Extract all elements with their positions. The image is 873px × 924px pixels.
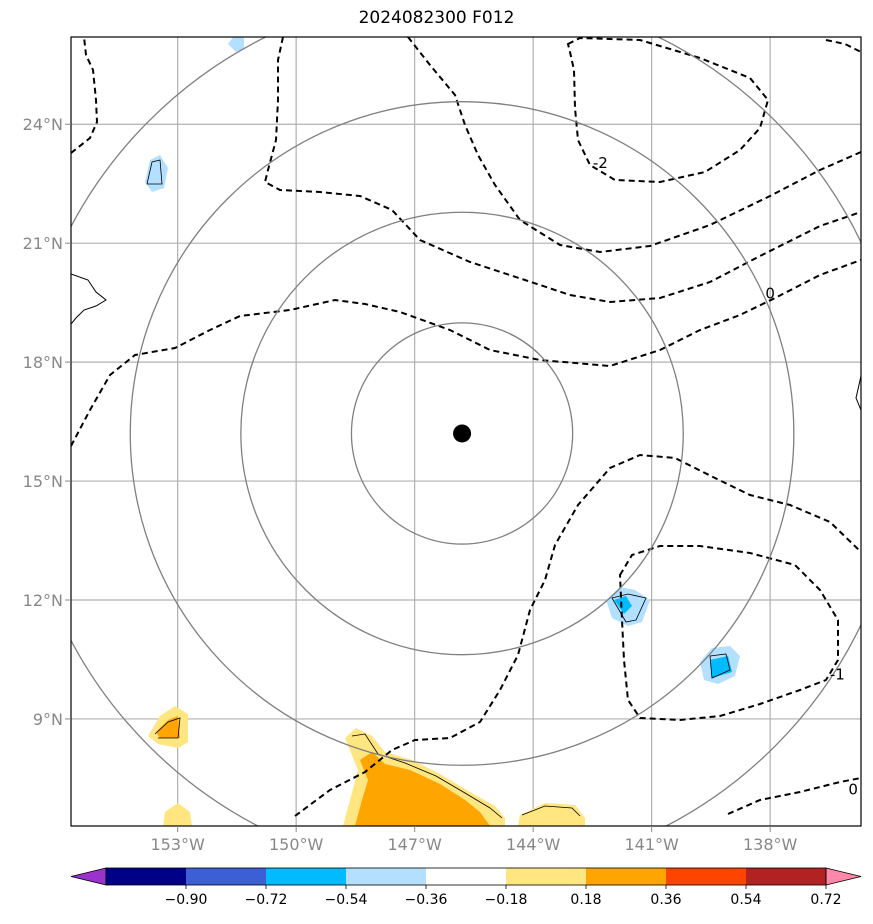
colorbar-label-1: −0.72 [245,892,288,908]
outline-1 [351,733,503,819]
map-plot-area: -2 0 -1 0 [71,37,861,826]
colorbar-label-2: −0.54 [325,892,368,908]
contour-label-1: 0 [765,285,775,303]
positive-anomaly-small-2 [163,803,192,826]
contour-f [71,259,861,447]
lat-tick-label-5: 24°N [23,115,63,134]
contour-i [727,777,861,815]
lon-tick-label-4: 141°W [624,835,679,854]
positive-anomaly-small [518,803,585,826]
contour-h [618,545,839,722]
colorbar-bin-2 [266,868,347,885]
graticule [71,37,861,826]
colorbar-label-6: 0.36 [650,892,681,908]
map-title: 2024082300 F012 [358,8,515,28]
colorbar-bin-7 [666,868,747,885]
lon-tick-label-5: 138°W [743,835,798,854]
negative-anomaly-4 [228,37,244,52]
colorbar-label-3: −0.36 [405,892,448,908]
colorbar-bin-1 [186,868,267,885]
contour-c [407,37,861,254]
colorbar-bin-6 [586,868,667,885]
lat-tick-label-0: 9°N [33,710,63,729]
contour-labels: -2 0 -1 0 [593,154,858,798]
colorbar-label-4: −0.18 [485,892,528,908]
range-ring-3 [129,101,795,766]
colorbar-bin-8 [746,868,827,885]
outline-3 [611,593,647,623]
contour-e [825,39,861,53]
plot-frame [70,36,862,827]
coast-outline-west [71,273,107,325]
contour-label-2: -1 [830,665,845,683]
lat-tick-label-4: 21°N [23,234,63,253]
negative-anomaly-1-core [614,596,632,614]
contour-d [566,37,770,184]
range-rings [71,37,861,826]
outline-4 [709,653,731,679]
range-ring-1 [350,322,574,545]
colorbar-extend-high [825,867,862,886]
colorbar-extend-low [70,867,107,886]
storm-center-marker [453,424,472,443]
negative-anomaly-2-core [710,656,732,678]
longitude-ticks: 153°W 150°W 147°W 144°W 141°W 138°W [150,826,798,854]
outline-2 [154,717,181,739]
lat-tick-label-3: 18°N [23,353,63,372]
positive-anomaly-strong [355,752,490,826]
dashed-contours [71,37,861,817]
lon-tick-label-1: 150°W [269,835,324,854]
lon-tick-label-3: 144°W [506,835,561,854]
outline-5 [146,159,163,185]
colorbar-label-7: 0.54 [730,892,761,908]
contour-label-3: 0 [848,780,858,798]
colorbar-label-8: 0.72 [810,892,841,908]
colorbar-bin-4 [426,868,507,885]
lat-tick-label-1: 12°N [23,591,63,610]
contour-b [263,37,861,304]
range-ring-4 [71,37,861,826]
contour-label-0: -2 [593,154,608,172]
lon-tick-label-0: 153°W [150,835,205,854]
range-ring-2 [240,211,684,656]
colorbar-label-0: −0.90 [165,892,208,908]
colorbar-frame [105,867,827,886]
positive-anomaly-west-strong [156,716,180,738]
outline-6 [521,805,581,817]
colorbar: −0.90 −0.72 −0.54 −0.36 −0.18 0.18 0.36 0.54 0.7… [70,867,862,908]
colorbar-bin-3 [346,868,427,885]
shaded-fields [71,37,861,826]
colorbar-bin-0 [106,868,187,885]
colorbar-label-5: 0.18 [570,892,601,908]
lat-tick-label-2: 15°N [23,472,63,491]
latitude-ticks: 9°N 12°N 15°N 18°N 21°N 24°N [23,115,71,729]
colorbar-bin-5 [506,868,587,885]
lon-tick-label-2: 147°W [387,835,442,854]
contour-a [71,37,99,154]
coast-outline-east [855,375,861,411]
